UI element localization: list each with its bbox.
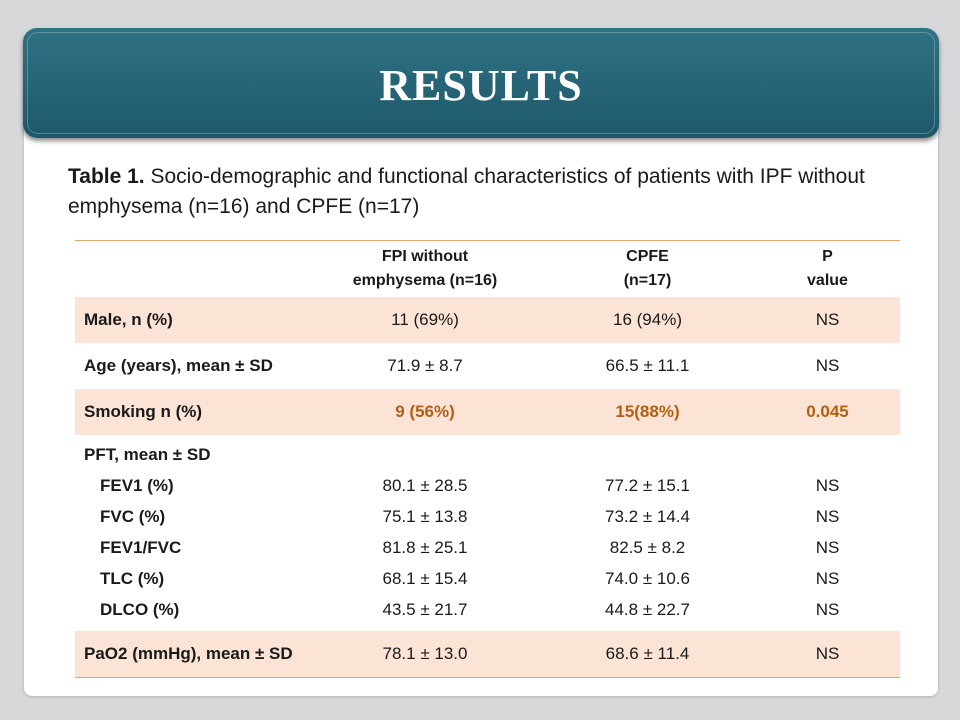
header-cell-cpfe: CPFE (n=17) — [540, 240, 755, 297]
header-p-line1: P — [822, 248, 833, 265]
row-label: Age (years), mean ± SD — [84, 356, 273, 375]
pft-label-cell: PFT, mean ± SD FEV1 (%) FVC (%) FEV1/FVC… — [75, 435, 310, 631]
cell-cpfe: 74.0 ± 10.6 — [605, 569, 690, 588]
cell-fpi: 68.1 ± 15.4 — [382, 569, 468, 588]
cell-fpi: 43.5 ± 21.7 — [382, 600, 468, 619]
cell-cpfe: 73.2 ± 14.4 — [605, 507, 690, 526]
cell-fpi: 81.8 ± 25.1 — [382, 538, 468, 557]
cell-p: NS — [815, 569, 840, 588]
pft-cpfe-cell: 77.2 ± 15.1 73.2 ± 14.4 82.5 ± 8.2 74.0 … — [540, 435, 755, 631]
header-cell-p: P value — [755, 240, 900, 297]
cell-fpi: 71.9 ± 8.7 — [387, 356, 463, 375]
pft-sub-label: TLC (%) — [100, 569, 165, 588]
pft-sub-label: DLCO (%) — [100, 600, 180, 619]
cell-p: 0.045 — [755, 389, 900, 435]
header-p-line2: value — [807, 272, 848, 289]
cell-p: NS — [815, 507, 840, 526]
caption-label: Table 1. — [68, 165, 145, 188]
cell-fpi: 75.1 ± 13.8 — [382, 507, 468, 526]
row-label: Smoking n (%) — [75, 389, 310, 435]
table-row: Smoking n (%) 9 (56%) 15(88%) 0.045 — [75, 389, 900, 435]
row-label: PaO2 (mmHg), mean ± SD — [75, 631, 310, 678]
cell-fpi: 80.1 ± 28.5 — [382, 476, 468, 495]
cell-cpfe: 15(88%) — [540, 389, 755, 435]
cell-fpi: 11 (69%) — [310, 297, 540, 343]
table-row: Male, n (%) 11 (69%) 16 (94%) NS — [75, 297, 900, 343]
pft-sub-label: FVC (%) — [100, 507, 166, 526]
cell-fpi: 78.1 ± 13.0 — [310, 631, 540, 678]
cell-p: NS — [815, 600, 840, 619]
pft-title: PFT, mean ± SD — [84, 445, 211, 464]
cell-cpfe: 82.5 ± 8.2 — [609, 538, 686, 557]
cell-cpfe: 66.5 ± 11.1 — [605, 356, 690, 375]
page-title: RESULTS — [379, 60, 583, 110]
header-fpi-line2: emphysema (n=16) — [352, 272, 498, 289]
cell-cpfe: 16 (94%) — [540, 297, 755, 343]
cell-cpfe: 68.6 ± 11.4 — [540, 631, 755, 678]
table-row-pft: PFT, mean ± SD FEV1 (%) FVC (%) FEV1/FVC… — [75, 435, 900, 631]
cell-cpfe: 77.2 ± 15.1 — [605, 476, 690, 495]
header-fpi-line1: FPI without — [381, 248, 469, 265]
cell-cpfe: 44.8 ± 22.7 — [605, 600, 690, 619]
pft-fpi-cell: 80.1 ± 28.5 75.1 ± 13.8 81.8 ± 25.1 68.1… — [310, 435, 540, 631]
row-label: Male, n (%) — [75, 297, 310, 343]
cell-fpi: 9 (56%) — [310, 389, 540, 435]
table-row: PaO2 (mmHg), mean ± SD 78.1 ± 13.0 68.6 … — [75, 631, 900, 678]
table-row: Age (years), mean ± SD 71.9 ± 8.7 66.5 ±… — [75, 343, 900, 389]
caption-text: Socio-demographic and functional charact… — [68, 165, 865, 218]
title-banner: RESULTS — [23, 28, 939, 138]
pft-sub-label: FEV1/FVC — [100, 538, 182, 557]
cell-p: NS — [755, 297, 900, 343]
cell-p: NS — [815, 476, 840, 495]
header-cell-fpi: FPI without emphysema (n=16) — [310, 240, 540, 297]
table-caption: Table 1. Socio-demographic and functiona… — [68, 162, 888, 222]
cell-p: NS — [815, 356, 840, 375]
pft-sub-label: FEV1 (%) — [100, 476, 174, 495]
cell-p: NS — [755, 631, 900, 678]
header-cell-empty — [75, 240, 310, 297]
results-table: FPI without emphysema (n=16) CPFE (n=17)… — [75, 240, 900, 678]
header-cpfe-line1: CPFE — [626, 248, 669, 265]
pft-p-cell: NS NS NS NS NS — [755, 435, 900, 631]
cell-p: NS — [815, 538, 840, 557]
header-cpfe-line2: (n=17) — [623, 272, 672, 289]
table-header-row: FPI without emphysema (n=16) CPFE (n=17)… — [75, 240, 900, 297]
